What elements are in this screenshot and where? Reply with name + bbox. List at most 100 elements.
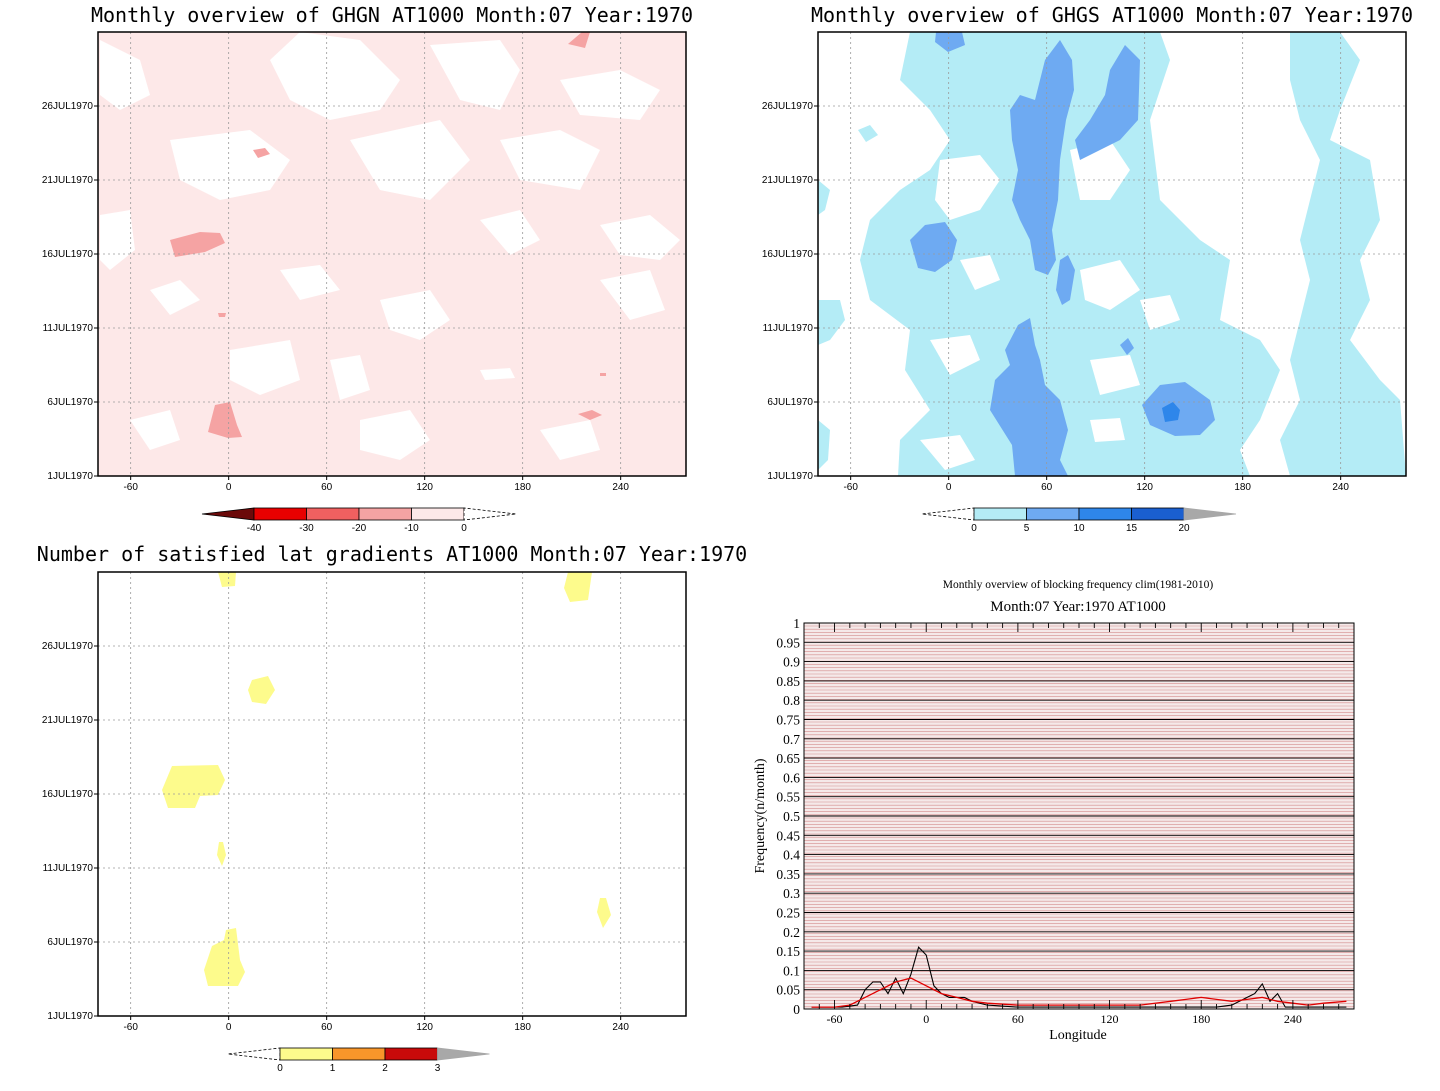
freq-y-axis-label: Frequency(n/month): [753, 758, 768, 873]
ghgn-colorbar-segment: [306, 507, 360, 521]
ghgn-x-tick-label: 180: [514, 482, 531, 493]
ghgn-x-tick-label: 60: [321, 482, 333, 493]
lat-y-tick-label: 1JUL1970: [47, 1011, 93, 1022]
lat-colorbar-label: 2: [382, 1063, 388, 1074]
ghgn-plot: [98, 32, 686, 476]
ghgs-colorbar: 0 5 10 15 20: [921, 507, 1237, 534]
freq-y-tick-label: 0.6: [783, 770, 800, 785]
ghgn-colorbar-over-triangle: [463, 507, 517, 521]
freq-y-tick-label: 0.3: [783, 886, 800, 901]
freq-x-tick-label: -60: [827, 1012, 843, 1026]
ghgn-x-tick-label: -60: [123, 482, 138, 493]
lat-x-tick-label: 0: [226, 1022, 232, 1033]
freq-x-tick-label: 0: [923, 1012, 929, 1026]
lat-x-tick-label: 240: [612, 1022, 629, 1033]
freq-x-tick-label: 240: [1284, 1012, 1302, 1026]
lat-y-tick-label: 21JUL1970: [42, 715, 94, 726]
lat-colorbar-label: 3: [435, 1063, 441, 1074]
freq-title: Monthly overview of blocking frequency c…: [943, 579, 1214, 591]
ghgn-y-tick-label: 21JUL1970: [42, 175, 94, 186]
freq-y-tick-label: 0.25: [776, 906, 800, 921]
ghgs-title: Monthly overview of GHGS AT1000 Month:07…: [811, 3, 1413, 27]
ghgn-y-tick-label: 1JUL1970: [47, 471, 93, 482]
ghgs-colorbar-segment: [973, 507, 1027, 521]
freq-y-ticks: 0 0.05 0.1 0.15 0.2 0.25 0.3 0.35 0.4 0.45 0.5 0.55…: [776, 616, 800, 1017]
freq-y-tick-label: 0.9: [783, 655, 800, 670]
freq-plot: 0 0.05 0.1 0.15 0.2 0.25 0.3 0.35 0.4 0.45 0.5 0.55…: [753, 616, 1355, 1043]
freq-y-tick-label: 0.1: [783, 963, 800, 978]
freq-y-tick-label: 0.05: [776, 983, 800, 998]
freq-x-tick-label: 120: [1101, 1012, 1119, 1026]
ghgs-level3-region: [1162, 402, 1180, 422]
freq-y-tick-label: 0.2: [783, 925, 800, 940]
freq-y-tick-label: 0.35: [776, 867, 800, 882]
ghgs-y-tick-label: 21JUL1970: [762, 175, 814, 186]
ghgn-y-tick-label: 26JUL1970: [42, 101, 94, 112]
ghgs-colorbar-segment: [1026, 507, 1080, 521]
freq-y-tick-label: 0.15: [776, 944, 800, 959]
ghgn-colorbar-label: -40: [247, 523, 262, 534]
lat-x-tick-label: -60: [123, 1022, 138, 1033]
freq-y-tick-label: 0.95: [776, 635, 800, 650]
ghgs-colorbar-label: 10: [1073, 523, 1085, 534]
ghgs-colorbar-under-triangle: [921, 507, 975, 521]
ghgn-colorbar: -40 -30 -20 -10 0: [201, 507, 517, 534]
freq-y-tick-label: 0.45: [776, 828, 800, 843]
freq-y-tick-label: 0: [793, 1002, 800, 1017]
lat-colorbar-under-triangle: [227, 1047, 281, 1061]
lat-y-tick-label: 16JUL1970: [42, 789, 94, 800]
ghgn-colorbar-segment: [253, 507, 307, 521]
ghgn-colorbar-label: -30: [299, 523, 314, 534]
lat-colorbar-segment: [332, 1047, 386, 1061]
lat-title: Number of satisfied lat gradients AT1000…: [37, 542, 747, 566]
lat-colorbar-over-triangle: [437, 1047, 490, 1061]
ghgs-colorbar-segment: [1078, 507, 1132, 521]
ghgs-x-tick-label: 180: [1234, 482, 1251, 493]
freq-y-tick-label: 0.5: [783, 809, 800, 824]
ghgn-colorbar-segment: [411, 507, 465, 521]
ghgs-x-tick-label: 60: [1041, 482, 1053, 493]
ghgs-plot: [818, 32, 1406, 476]
map-grids: [98, 32, 1406, 1016]
lat-x-tick-label: 120: [416, 1022, 433, 1033]
lat-y-tick-label: 26JUL1970: [42, 641, 94, 652]
ghgs-x-tick-label: 0: [946, 482, 952, 493]
freq-x-tick-label: 60: [1012, 1012, 1024, 1026]
freq-y-tick-label: 0.75: [776, 713, 800, 728]
lat-x-tick-label: 60: [321, 1022, 333, 1033]
freq-stripes: [804, 622, 1354, 1010]
freq-y-tick-label: 0.85: [776, 674, 800, 689]
freq-subtitle: Month:07 Year:1970 AT1000: [990, 599, 1165, 615]
freq-y-tick-label: 0.8: [783, 693, 800, 708]
freq-y-tick-label: 1: [793, 616, 800, 631]
lat-plot: [98, 572, 686, 1016]
ghgs-colorbar-label: 20: [1178, 523, 1190, 534]
lat-x-tick-label: 180: [514, 1022, 531, 1033]
map-tick-labels: -60 0 60 120 180 2401JUL19706JUL197011JUL1970…: [42, 101, 1350, 1033]
ghgs-colorbar-label: 0: [971, 523, 977, 534]
ghgs-y-tick-label: 6JUL1970: [767, 397, 813, 408]
ghgs-colorbar-label: 15: [1126, 523, 1138, 534]
ghgn-title: Monthly overview of GHGN AT1000 Month:07…: [91, 3, 693, 27]
ghgn-colorbar-label: -20: [352, 523, 367, 534]
ghgn-negative-regions: [170, 32, 606, 438]
ghgn-y-tick-label: 16JUL1970: [42, 249, 94, 260]
ghgs-y-tick-label: 16JUL1970: [762, 249, 814, 260]
ghgn-x-tick-label: 120: [416, 482, 433, 493]
ghgs-colorbar-over-triangle: [1183, 507, 1237, 521]
ghgs-x-tick-label: 120: [1136, 482, 1153, 493]
lat-colorbar-label: 0: [277, 1063, 283, 1074]
lat-colorbar: 0 1 2 3: [227, 1047, 490, 1074]
ghgn-white-regions: [100, 32, 680, 460]
ghgn-colorbar-segment: [358, 507, 412, 521]
freq-y-tick-label: 0.65: [776, 751, 800, 766]
ghgn-colorbar-label: -10: [404, 523, 419, 534]
lat-y-tick-label: 6JUL1970: [47, 937, 93, 948]
ghgs-colorbar-label: 5: [1024, 523, 1030, 534]
ghgn-y-tick-label: 11JUL1970: [43, 323, 94, 334]
lat-level1-regions: [162, 572, 611, 986]
lat-colorbar-segment: [384, 1047, 438, 1061]
freq-x-ticks: -60 0 60 120 180 240: [803, 623, 1355, 1026]
ghgn-x-tick-label: 240: [612, 482, 629, 493]
